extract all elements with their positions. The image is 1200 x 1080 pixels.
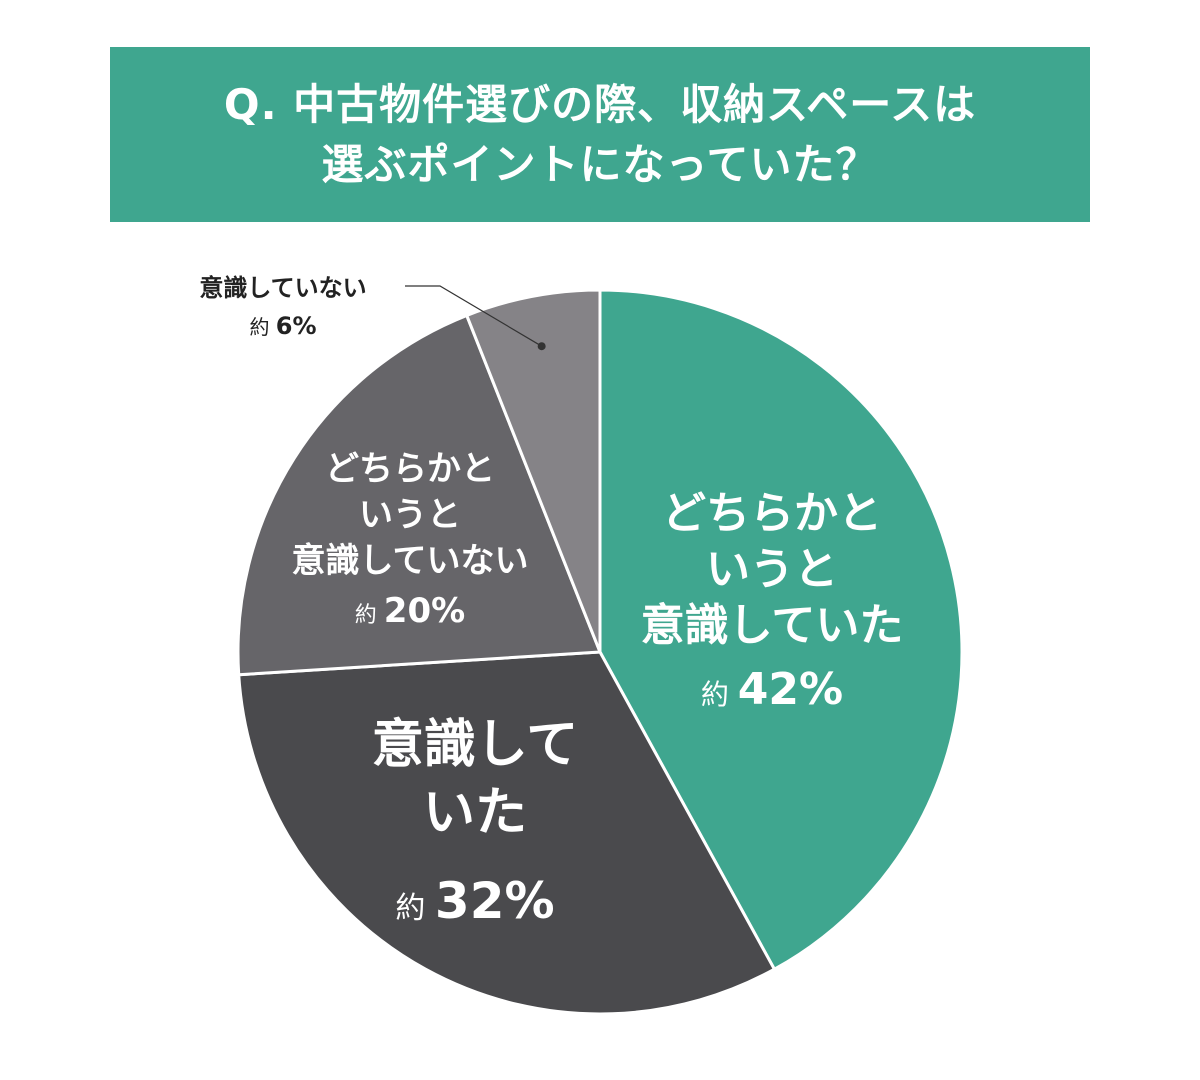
leader-dot bbox=[537, 342, 546, 351]
leader-line bbox=[405, 285, 542, 347]
chart-title: Q. 中古物件選びの際、収納スペースは 選ぶポイントになっていた？ bbox=[110, 47, 1090, 222]
pie-slice-1 bbox=[598, 288, 964, 972]
slice-label-3-line-2: いうと bbox=[359, 495, 461, 535]
slice-label-2-line-1: 意識して bbox=[372, 715, 578, 775]
slice-value-1: 約 42% bbox=[701, 664, 843, 715]
slice-value-4: 約 6% bbox=[249, 312, 316, 340]
pie-slice-4 bbox=[464, 288, 602, 653]
slice-label-1-line-2: いうと bbox=[706, 544, 838, 595]
pie-slice-2 bbox=[237, 650, 777, 1016]
slice-label-3-line-1: どちらかと bbox=[325, 449, 495, 489]
slice-value-2: 約 32% bbox=[395, 872, 554, 930]
chart-title-line-2: 選ぶポイントになっていた？ bbox=[321, 139, 879, 189]
slice-label-1-line-1: どちらかと bbox=[662, 488, 882, 539]
slice-label-4-line-1: 意識していない bbox=[199, 274, 366, 302]
chart-title-line-1: Q. 中古物件選びの際、収納スペースは bbox=[223, 79, 977, 129]
slice-value-3: 約 20% bbox=[355, 591, 465, 631]
slice-label-3-line-3: 意識していない bbox=[292, 541, 529, 581]
slice-label-2-line-2: いた bbox=[423, 783, 527, 843]
pie-slice-3 bbox=[236, 313, 603, 677]
slice-label-1-line-3: 意識していた bbox=[641, 600, 904, 651]
